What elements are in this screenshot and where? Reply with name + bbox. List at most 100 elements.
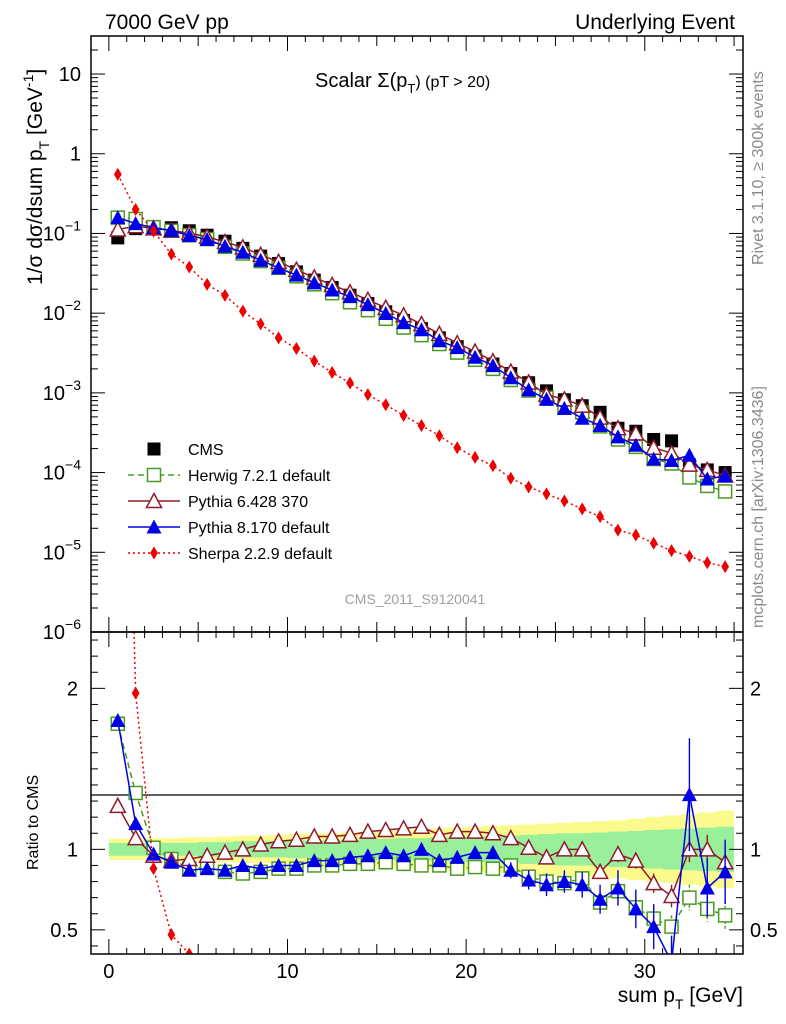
ratio-point-pythia6: [537, 848, 556, 865]
ratio-point-pythia6: [412, 817, 431, 835]
ratio-y-tick-label-left: 2: [67, 678, 78, 700]
ratio-point-pythia8: [110, 713, 126, 728]
ratio-line-sherpa: [133, 632, 190, 954]
legend-marker-sherpa: [150, 546, 158, 560]
ratio-point-pythia6: [466, 822, 484, 839]
ratio-point-pythia6: [484, 824, 502, 841]
point-sherpa: [560, 494, 569, 508]
ratio-point-pythia8: [681, 787, 697, 802]
ratio-point-pythia8: [163, 854, 179, 869]
ratio-point-pythia6: [698, 840, 717, 857]
ratio-point-pythia8: [592, 891, 608, 906]
point-pythia8: [628, 437, 644, 452]
point-pythia8: [449, 340, 465, 355]
point-pythia8: [306, 275, 322, 290]
ratio-y-tick-label-right: 2: [750, 678, 761, 700]
ratio-point-pythia6: [519, 838, 538, 855]
point-pythia8: [610, 429, 626, 444]
point-sherpa: [238, 304, 247, 318]
point-pythia8: [110, 210, 126, 225]
legend-label-pythia8: Pythia 8.170 default: [188, 520, 330, 537]
ratio-point-pythia6: [251, 835, 270, 852]
ratio-point-pythia6: [502, 828, 520, 846]
ratio-y-tick-label-left: 1: [67, 839, 78, 861]
ratio-point-pythia8: [128, 816, 144, 831]
ratio-point-pythia6: [109, 796, 127, 814]
point-sherpa: [614, 523, 622, 537]
ratio-point-pythia6: [573, 840, 591, 857]
ratio-series-sherpa: [131, 632, 194, 954]
point-herwig: [682, 470, 697, 485]
ratio-point-herwig: [128, 785, 143, 801]
ratio-point-pythia8: [253, 861, 269, 876]
ratio-point-sherpa: [167, 928, 176, 942]
point-sherpa: [596, 510, 604, 524]
point-pythia8: [413, 322, 429, 337]
ratio-y-tick-label-right: 1: [750, 839, 761, 861]
point-sherpa: [185, 260, 194, 274]
ratio-point-pythia8: [556, 874, 572, 889]
point-sherpa: [417, 418, 426, 432]
x-axis-label: sum pT [GeV]: [618, 984, 743, 1012]
ratio-point-pythia6: [323, 827, 341, 844]
bottom-y-axis-label: Ratio to CMS: [25, 775, 42, 870]
ratio-point-pythia8: [235, 857, 251, 872]
point-sherpa: [685, 549, 694, 563]
ratio-point-pythia8: [503, 862, 519, 877]
ratio-point-pythia8: [378, 845, 394, 860]
point-sherpa: [221, 288, 229, 302]
point-pythia8: [253, 252, 269, 267]
point-sherpa: [131, 202, 140, 216]
ratio-point-pythia6: [376, 820, 395, 838]
bottom-panel-frame: [90, 631, 744, 955]
header-left-label: 7000 GeV pp: [105, 11, 229, 34]
ratio-point-pythia8: [485, 845, 501, 860]
point-sherpa: [506, 471, 515, 485]
point-sherpa: [471, 450, 479, 464]
rivet-version-label: Rivet 3.1.10, ≥ 300k events: [750, 71, 767, 265]
point-sherpa: [453, 441, 462, 455]
y-tick-label: 10: [59, 64, 81, 86]
ratio-point-herwig: [467, 859, 483, 875]
ratio-point-pythia8: [288, 857, 304, 872]
point-pythia8: [717, 468, 733, 483]
point-pythia8: [288, 267, 304, 282]
ratio-y-tick-label-right: 0.5: [750, 920, 778, 942]
legend-marker-pythia8: [146, 519, 162, 534]
point-sherpa: [328, 366, 337, 380]
legend-label-sherpa: Sherpa 2.2.9 default: [188, 546, 333, 563]
legend-label-cms: CMS: [188, 442, 224, 459]
ratio-point-pythia8: [646, 919, 662, 934]
point-pythia6: [109, 220, 127, 237]
mcplots-label: mcplots.cern.ch [arXiv:1306.3436]: [750, 386, 767, 628]
ratio-point-pythia8: [699, 880, 715, 895]
plot-title-sigma: Σ(p: [377, 70, 407, 92]
point-sherpa: [292, 342, 301, 356]
series-sherpa: [113, 167, 730, 574]
legend-marker-pythia6: [145, 491, 163, 509]
ratio-point-herwig: [449, 861, 465, 876]
ratio-point-pythia6: [555, 840, 574, 857]
point-pythia8: [681, 447, 697, 462]
point-sherpa: [203, 277, 212, 291]
ratio-point-pythia8: [217, 862, 233, 877]
ratio-point-pythia8: [181, 862, 197, 877]
ratio-point-pythia8: [664, 955, 679, 969]
legend-marker-herwig: [146, 467, 162, 483]
y-tick-label: 10−6: [43, 616, 81, 644]
ratio-point-pythia8: [271, 857, 287, 872]
point-pythia8: [646, 451, 662, 466]
ratio-point-pythia8: [574, 877, 590, 892]
analysis-watermark: CMS_2011_S9120041: [345, 591, 486, 607]
plot-title-sub: T: [407, 81, 415, 96]
ratio-point-pythia6: [234, 840, 252, 857]
point-sherpa: [363, 388, 372, 402]
header-right-label: Underlying Event: [575, 11, 735, 34]
ratio-point-herwig: [682, 890, 697, 905]
ratio-y-tick-label-left: 0.5: [50, 920, 78, 942]
point-pythia8: [181, 228, 197, 243]
point-pythia8: [574, 410, 590, 425]
ratio-point-pythia8: [521, 872, 537, 887]
ratio-point-pythia6: [609, 845, 627, 862]
ratio-point-pythia8: [360, 848, 376, 863]
